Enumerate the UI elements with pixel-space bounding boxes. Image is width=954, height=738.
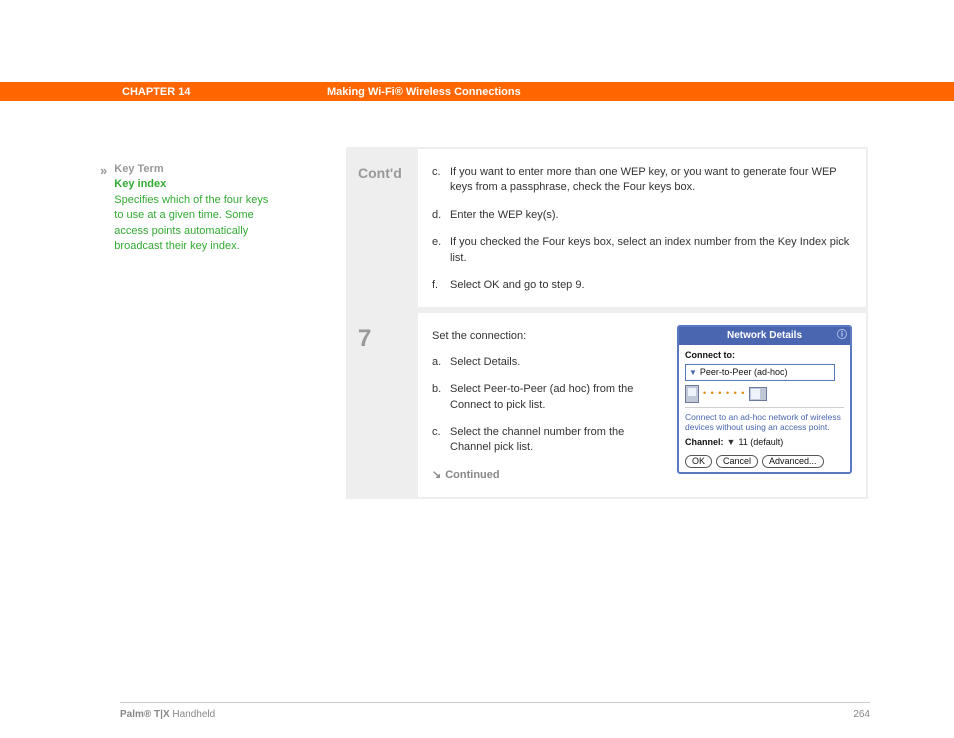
- ok-button[interactable]: OK: [685, 455, 712, 469]
- step-7-body: Set the connection: a.Select Details. b.…: [418, 313, 866, 497]
- list-item: d.Enter the WEP key(s).: [432, 208, 852, 223]
- step-contd: Cont'd c.If you want to enter more than …: [348, 149, 866, 307]
- continued-arrow-icon: ↘: [432, 468, 441, 483]
- channel-row: Channel: ▼ 11 (default): [685, 436, 844, 449]
- dropdown-arrow-icon[interactable]: ▼: [727, 436, 736, 449]
- connect-to-dropdown[interactable]: ▼ Peer-to-Peer (ad-hoc): [685, 364, 835, 381]
- dialog-description: Connect to an ad-hoc network of wireless…: [685, 412, 844, 432]
- connection-icon-row: • • • • • •: [685, 385, 844, 408]
- handheld-icon: [685, 385, 699, 403]
- list-item: f.Select OK and go to step 9.: [432, 278, 852, 293]
- step-number-7: 7: [348, 313, 418, 497]
- info-icon[interactable]: ⓘ: [837, 329, 847, 343]
- chevron-icon: »: [100, 162, 107, 180]
- footer-brand: Palm® T|X Handheld: [120, 709, 215, 720]
- key-term-label: Key Term: [114, 163, 163, 175]
- advanced-button[interactable]: Advanced...: [762, 455, 824, 469]
- list-item: e.If you checked the Four keys box, sele…: [432, 235, 852, 266]
- list-item: a.Select Details.: [432, 355, 642, 370]
- page-footer: Palm® T|X Handheld 264: [120, 702, 870, 720]
- continued-indicator: ↘Continued: [432, 468, 642, 483]
- steps-panel: Cont'd c.If you want to enter more than …: [346, 147, 868, 499]
- list-item: b.Select Peer-to-Peer (ad hoc) from the …: [432, 382, 642, 413]
- chapter-header: CHAPTER 14 Making Wi-Fi® Wireless Connec…: [0, 82, 954, 101]
- step-label-contd: Cont'd: [348, 149, 418, 307]
- step-contd-body: c.If you want to enter more than one WEP…: [418, 149, 866, 307]
- key-term-description: Specifies which of the four keys to use …: [114, 194, 268, 252]
- chapter-number: CHAPTER 14: [122, 86, 190, 98]
- key-term-sidebar: » Key Term Key index Specifies which of …: [100, 162, 290, 254]
- signal-dots-icon: • • • • • •: [703, 387, 745, 400]
- key-term-name: Key index: [114, 178, 166, 190]
- dropdown-arrow-icon: ▼: [689, 367, 697, 378]
- step-7: 7 Set the connection: a.Select Details. …: [348, 313, 866, 497]
- page-number: 264: [853, 709, 870, 720]
- step-7-lead: Set the connection:: [432, 329, 642, 344]
- list-item: c.If you want to enter more than one WEP…: [432, 165, 852, 196]
- cancel-button[interactable]: Cancel: [716, 455, 758, 469]
- computer-icon: [749, 387, 767, 401]
- dialog-title: Network Details ⓘ: [679, 327, 850, 345]
- chapter-title: Making Wi-Fi® Wireless Connections: [327, 86, 521, 98]
- list-item: c.Select the channel number from the Cha…: [432, 425, 642, 456]
- network-details-dialog: Network Details ⓘ Connect to: ▼ Peer-to-…: [677, 325, 852, 474]
- connect-to-label: Connect to:: [685, 349, 844, 362]
